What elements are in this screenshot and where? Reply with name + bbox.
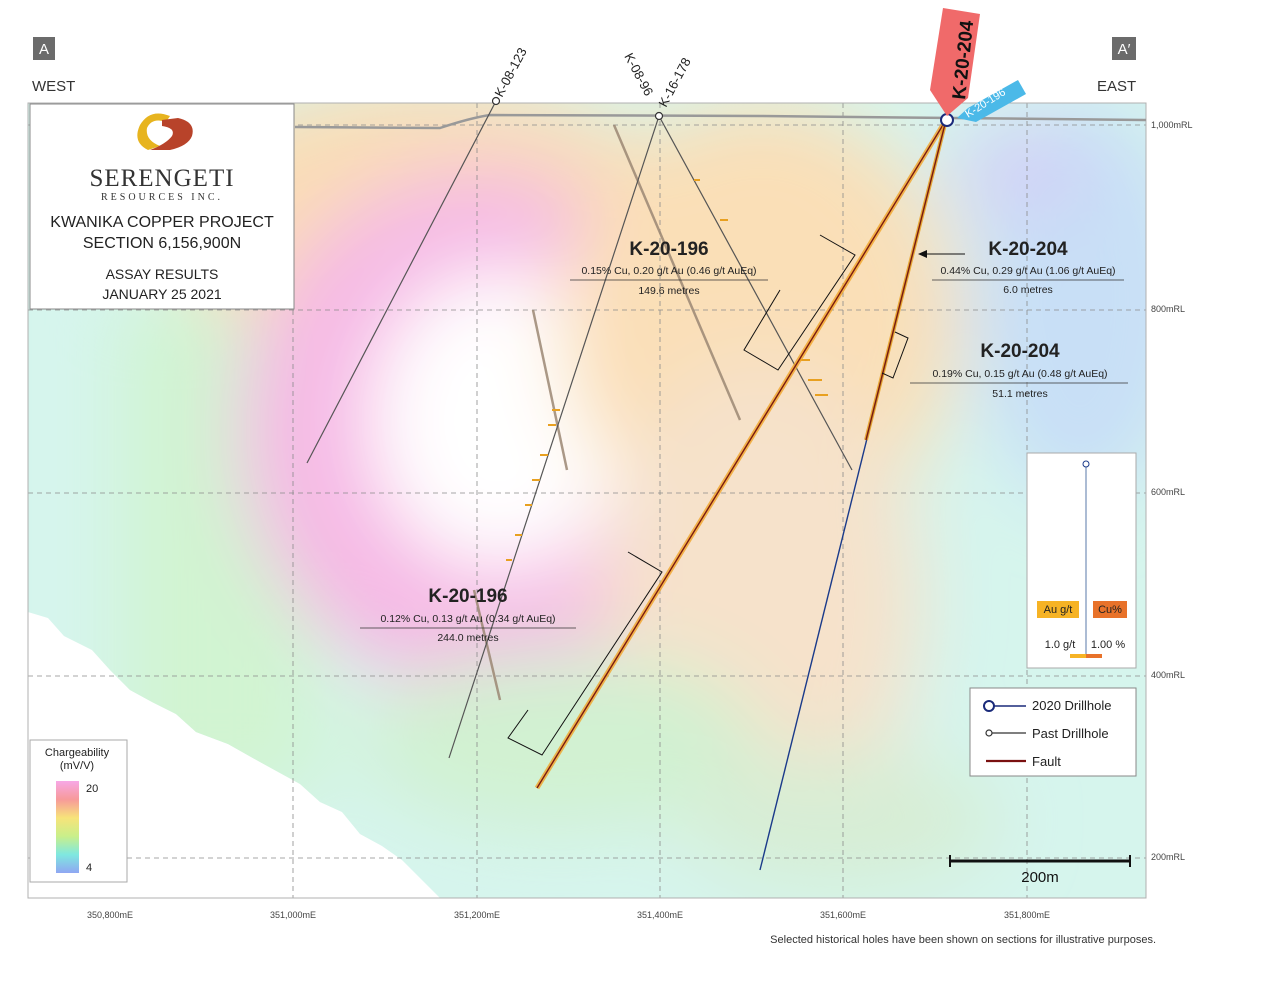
svg-text:200mRL: 200mRL (1151, 852, 1185, 862)
svg-text:351,000mE: 351,000mE (270, 910, 316, 920)
assay-ticks-past (506, 179, 828, 561)
svg-text:Chargeability: Chargeability (45, 747, 110, 759)
svg-text:800mRL: 800mRL (1151, 304, 1185, 314)
drillhole-k20204 (759, 119, 948, 871)
label-k0896: K-08-96 (621, 50, 656, 98)
scale-bar: 200m (949, 855, 1131, 886)
svg-text:0.15% Cu, 0.20 g/t Au (0.46 g/: 0.15% Cu, 0.20 g/t Au (0.46 g/t AuEq) (581, 265, 756, 277)
section-corner-right: A′ (1112, 37, 1136, 60)
label-k16178: K-16-178 (655, 55, 693, 109)
faults (472, 124, 742, 701)
symbol-legend: 2020 Drillhole Past Drillhole Fault (969, 687, 1137, 777)
svg-text:0.44% Cu, 0.29 g/t Au (1.06 g/: 0.44% Cu, 0.29 g/t Au (1.06 g/t AuEq) (940, 265, 1115, 277)
elevation-labels: 1,000mRL 800mRL 600mRL 400mRL 200mRL (1151, 120, 1193, 862)
svg-text:Past Drillhole: Past Drillhole (1032, 726, 1109, 741)
title-box: SERENGETI RESOURCES INC. KWANIKA COPPER … (29, 103, 295, 310)
svg-text:K-20-204: K-20-204 (988, 239, 1068, 260)
svg-text:351,800mE: 351,800mE (1004, 910, 1050, 920)
svg-text:K-20-196: K-20-196 (428, 586, 507, 607)
intercept-label-3: K-20-204 0.19% Cu, 0.15 g/t Au (0.48 g/t… (910, 341, 1128, 400)
svg-text:1.0 g/t: 1.0 g/t (1045, 639, 1076, 651)
east-label: EAST (1097, 78, 1136, 95)
chargeability-legend: Chargeability (mV/V) 20 4 (29, 739, 128, 883)
west-label: WEST (32, 78, 75, 95)
svg-text:RESOURCES INC.: RESOURCES INC. (101, 192, 223, 203)
svg-text:A: A (39, 41, 49, 58)
svg-text:4: 4 (86, 862, 92, 874)
label-k08123: K-08-123 (491, 45, 529, 99)
footnote: Selected historical holes have been show… (770, 934, 1156, 946)
svg-text:2020 Drillhole: 2020 Drillhole (1032, 698, 1112, 713)
svg-text:Fault: Fault (1032, 754, 1061, 769)
map-frame (27, 102, 1147, 899)
svg-text:Cu%: Cu% (1098, 604, 1122, 616)
section-title: SECTION 6,156,900N (83, 235, 241, 252)
assay-title: ASSAY RESULTS (106, 266, 219, 282)
past-drillholes (306, 100, 853, 759)
past-collars (491, 96, 664, 121)
svg-text:351,400mE: 351,400mE (637, 910, 683, 920)
callout-k20204: K-20-204 (930, 8, 980, 116)
svg-text:(mV/V): (mV/V) (60, 760, 94, 772)
svg-text:400mRL: 400mRL (1151, 670, 1185, 680)
svg-text:600mRL: 600mRL (1151, 487, 1185, 497)
serengeti-logo: SERENGETI RESOURCES INC. (89, 113, 234, 203)
svg-text:SERENGETI: SERENGETI (89, 165, 234, 192)
date-label: JANUARY 25 2021 (102, 286, 222, 302)
section-corner-left: A (33, 37, 55, 60)
svg-text:351,200mE: 351,200mE (454, 910, 500, 920)
project-title: KWANIKA COPPER PROJECT (50, 214, 274, 231)
svg-text:A′: A′ (1118, 41, 1131, 58)
intercept-label-2: K-20-204 0.44% Cu, 0.29 g/t Au (1.06 g/t… (932, 239, 1124, 296)
svg-text:K-20-204: K-20-204 (980, 341, 1060, 362)
svg-text:1.00 %: 1.00 % (1091, 639, 1125, 651)
svg-text:149.6 metres: 149.6 metres (638, 285, 699, 297)
svg-text:350,800mE: 350,800mE (87, 910, 133, 920)
svg-text:244.0 metres: 244.0 metres (437, 632, 498, 644)
intercept-label-1: K-20-196 0.15% Cu, 0.20 g/t Au (0.46 g/t… (570, 239, 768, 297)
svg-text:1,000mRL: 1,000mRL (1151, 120, 1193, 130)
grid (28, 103, 1146, 898)
intercept-brackets (507, 234, 909, 756)
grade-legend: Au g/t Cu% 1.0 g/t 1.00 % (1026, 452, 1137, 669)
svg-text:Au g/t: Au g/t (1044, 604, 1073, 616)
svg-text:200m: 200m (1021, 869, 1059, 886)
svg-text:6.0 metres: 6.0 metres (1003, 284, 1053, 296)
svg-text:K-20-196: K-20-196 (629, 239, 708, 260)
intercept-label-4: K-20-196 0.12% Cu, 0.13 g/t Au (0.34 g/t… (360, 586, 576, 644)
svg-text:20: 20 (86, 783, 98, 795)
easting-labels: 350,800mE 351,000mE 351,200mE 351,400mE … (87, 910, 1050, 920)
topography-line (294, 113, 1147, 130)
intercept-arrow (918, 250, 965, 258)
svg-text:51.1 metres: 51.1 metres (992, 388, 1047, 400)
svg-text:351,600mE: 351,600mE (820, 910, 866, 920)
svg-text:0.19% Cu, 0.15 g/t Au (0.48 g/: 0.19% Cu, 0.15 g/t Au (0.48 g/t AuEq) (932, 368, 1107, 380)
drillhole-k20196 (534, 118, 949, 790)
svg-text:0.12% Cu, 0.13 g/t Au (0.34 g/: 0.12% Cu, 0.13 g/t Au (0.34 g/t AuEq) (380, 613, 555, 625)
